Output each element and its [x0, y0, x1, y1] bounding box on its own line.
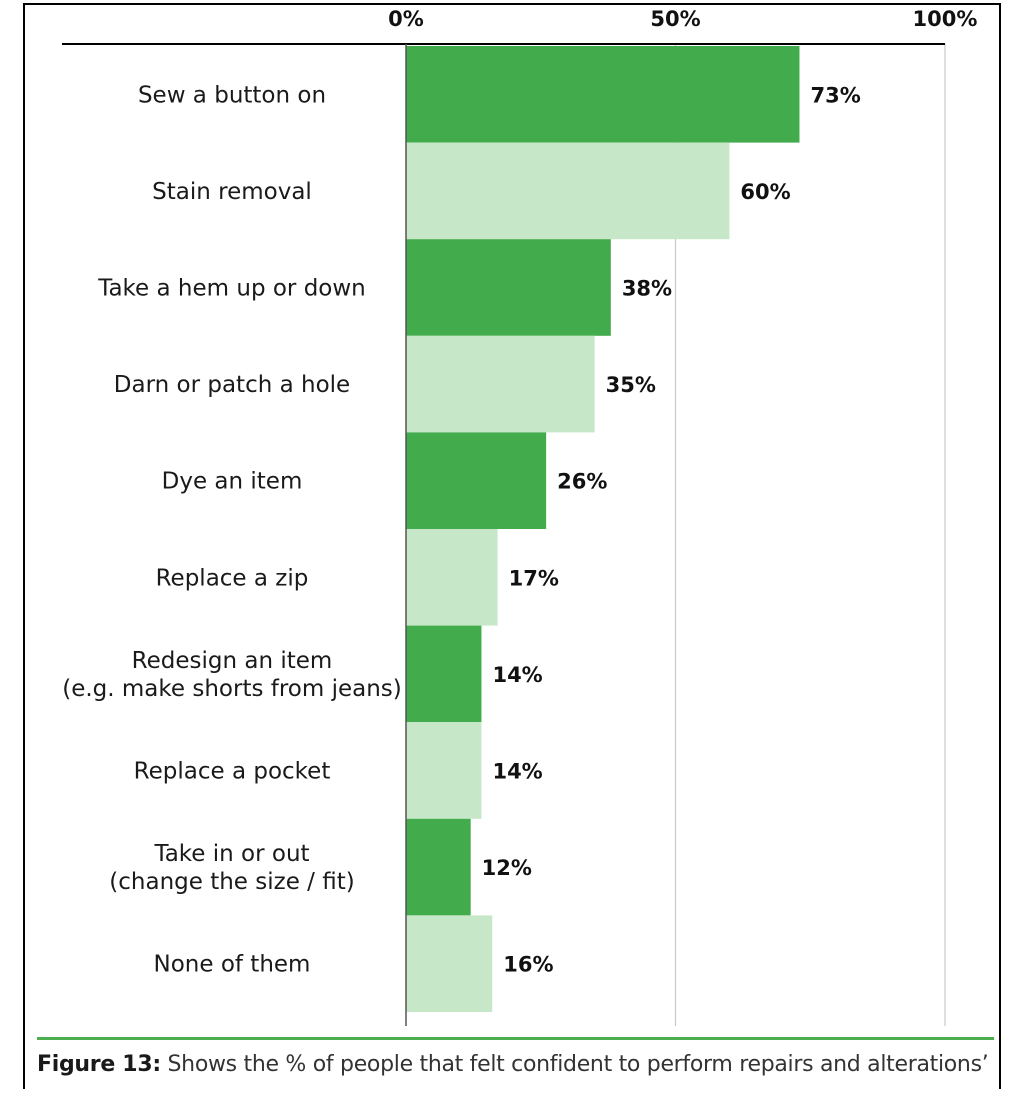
- category-label: (change the size / fit): [109, 869, 354, 895]
- category-label: Redesign an item: [132, 648, 333, 674]
- caption-label: Figure 13:: [37, 1052, 161, 1077]
- category-label: Take in or out: [153, 841, 309, 867]
- bar: [406, 625, 482, 723]
- bar: [406, 915, 493, 1012]
- axes: [62, 43, 945, 1026]
- data-label: 14%: [492, 663, 542, 687]
- figure-frame: [23, 3, 1001, 1089]
- bars: [406, 46, 800, 1012]
- x-tick-label: 50%: [650, 7, 700, 31]
- caption-text: Shows the % of people that felt confiden…: [160, 1052, 989, 1077]
- category-label: Dye an item: [162, 469, 303, 495]
- bar: [406, 239, 611, 336]
- category-label: (e.g. make shorts from jeans): [62, 676, 402, 702]
- bar: [406, 142, 730, 240]
- bar: [406, 529, 498, 626]
- bar: [406, 722, 482, 819]
- data-label: 14%: [492, 760, 542, 784]
- caption-rule: [37, 1037, 994, 1040]
- x-tick-label: 0%: [388, 7, 424, 31]
- bar-chart: 0% 50% 100% Sew a button on 73% Stain removal…: [62, 7, 977, 1026]
- data-label: 16%: [503, 953, 553, 977]
- data-label: 26%: [557, 470, 607, 494]
- data-label: 17%: [509, 566, 559, 590]
- bar: [406, 432, 547, 529]
- data-label: 38%: [622, 277, 672, 301]
- category-label: Darn or patch a hole: [114, 372, 350, 398]
- category-label: Sew a button on: [138, 82, 326, 108]
- category-label: Take a hem up or down: [97, 276, 366, 302]
- category-label: Replace a zip: [156, 565, 309, 591]
- category-label: None of them: [154, 952, 311, 978]
- data-label: 35%: [606, 373, 656, 397]
- data-label: 73%: [810, 83, 860, 107]
- bar: [406, 818, 471, 916]
- category-label: Replace a pocket: [134, 759, 331, 785]
- figure-caption: Figure 13: Shows the % of people that fe…: [37, 1052, 1007, 1077]
- labels: 0% 50% 100% Sew a button on 73% Stain removal…: [62, 7, 977, 978]
- x-tick-label: 100%: [913, 7, 978, 31]
- data-label: 60%: [740, 180, 790, 204]
- bar: [406, 46, 800, 143]
- bar: [406, 335, 595, 433]
- data-label: 12%: [482, 856, 532, 880]
- category-label: Stain removal: [152, 179, 312, 205]
